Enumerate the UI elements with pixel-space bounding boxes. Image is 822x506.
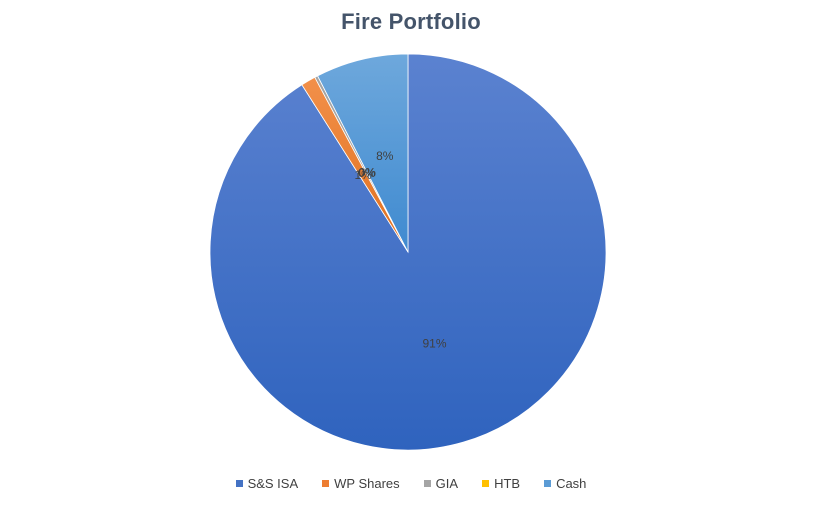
legend-swatch-cash [544, 480, 552, 487]
legend-item-s-s-isa: S&S ISA [235, 476, 299, 491]
legend-label-cash: Cash [556, 476, 587, 491]
legend: S&S ISA WP Shares GIA HTB Cash [0, 476, 822, 491]
data-label-s-s-isa: 91% [422, 336, 446, 350]
chart-title: Fire Portfolio [341, 9, 481, 34]
pie-slice-cash [317, 53, 409, 253]
data-label-wp-shares: 1% [354, 168, 372, 182]
legend-swatch-htb [482, 480, 490, 487]
legend-item-cash: Cash [544, 476, 586, 491]
legend-item-wp-shares: WP Shares [322, 476, 400, 491]
legend-label-htb: HTB [494, 476, 521, 491]
data-label-cash: 8% [376, 149, 394, 163]
legend-label-wp-shares: WP Shares [334, 476, 400, 491]
data-label-gia: 0% [358, 166, 376, 180]
data-label-htb: 0% [359, 166, 377, 180]
legend-label-s-s-isa: S&S ISA [247, 476, 299, 491]
legend-swatch-s-s-isa [235, 480, 243, 487]
legend-swatch-gia [423, 480, 431, 487]
legend-swatch-wp-shares [322, 480, 330, 487]
legend-item-gia: GIA [423, 476, 459, 491]
legend-item-htb: HTB [482, 476, 520, 491]
legend-label-gia: GIA [435, 476, 459, 491]
